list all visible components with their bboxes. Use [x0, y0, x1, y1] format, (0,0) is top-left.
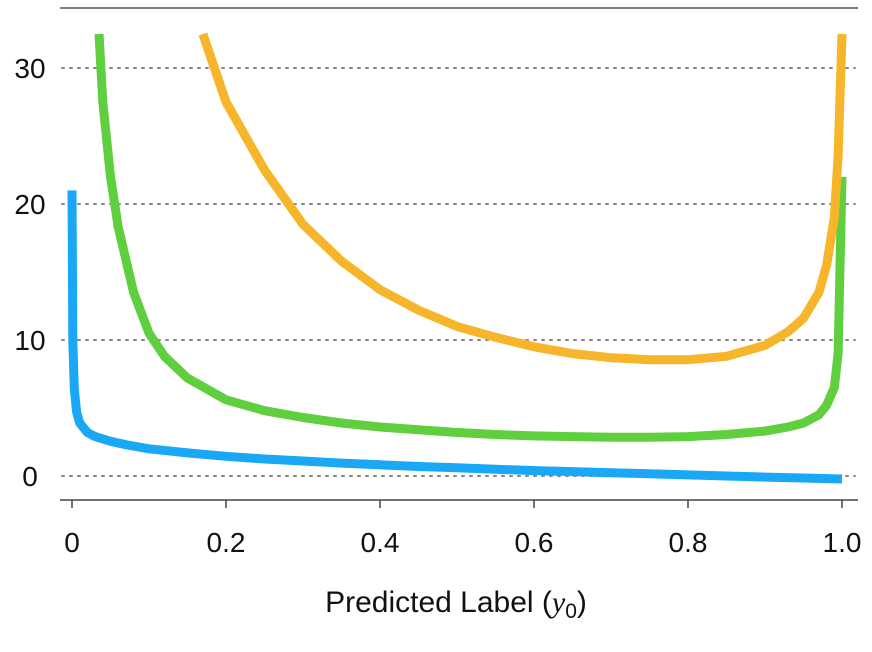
y-tick-label: 20	[14, 189, 45, 220]
x-axis-ticks: 0 0.2 0.4 0.6 0.8 1.0	[64, 500, 861, 558]
y-tick-label: 10	[14, 325, 45, 356]
plot-frame	[60, 7, 858, 501]
x-axis-title-subscript: 0	[565, 600, 577, 623]
series-line-2	[94, 33, 847, 442]
x-axis-title-symbol: y	[549, 586, 566, 619]
y-axis-ticks: 0 10 20 30	[14, 53, 45, 492]
series-line-1	[67, 190, 843, 484]
x-tick-label: 1.0	[823, 527, 862, 558]
grid-lines	[61, 67, 856, 477]
x-tick-label: 0.8	[669, 527, 708, 558]
y-tick-label: 0	[22, 461, 38, 492]
x-tick-label: 0	[64, 527, 80, 558]
series-line-3	[198, 32, 847, 365]
x-axis-title: Predicted Label (y0)	[325, 586, 587, 623]
x-tick-label: 0.6	[515, 527, 554, 558]
x-axis-title-text: Predicted Label	[325, 586, 533, 619]
y-tick-label: 30	[14, 53, 45, 84]
x-tick-label: 0.2	[207, 527, 246, 558]
series-lines	[67, 32, 847, 484]
x-tick-label: 0.4	[361, 527, 400, 558]
